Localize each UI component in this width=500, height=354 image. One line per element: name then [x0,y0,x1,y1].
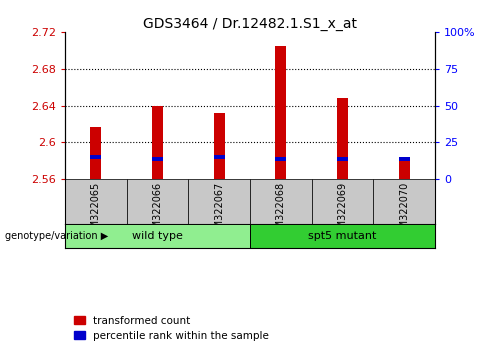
Bar [276,46,286,179]
Text: genotype/variation ▶: genotype/variation ▶ [5,231,108,241]
Bar [214,155,224,159]
Bar [188,179,250,224]
Title: GDS3464 / Dr.12482.1.S1_x_at: GDS3464 / Dr.12482.1.S1_x_at [143,17,357,31]
Legend: transformed count, percentile rank within the sample: transformed count, percentile rank withi… [70,312,273,345]
Bar [152,105,163,179]
Text: GSM322069: GSM322069 [338,182,347,241]
Bar [276,157,286,160]
Bar [214,113,224,179]
Bar [398,158,409,179]
Bar [65,179,126,224]
Text: GSM322065: GSM322065 [91,182,101,241]
Bar [152,157,163,160]
Bar [374,179,435,224]
Bar [250,179,312,224]
Bar [312,179,374,224]
Bar [337,157,348,160]
Text: GSM322070: GSM322070 [399,182,409,241]
Bar [90,155,102,159]
Bar [65,224,250,248]
Text: wild type: wild type [132,231,183,241]
Bar [337,98,348,179]
Bar [126,179,188,224]
Bar [398,157,409,160]
Bar [90,127,102,179]
Bar [250,224,435,248]
Text: GSM322066: GSM322066 [152,182,162,241]
Text: GSM322068: GSM322068 [276,182,286,241]
Text: GSM322067: GSM322067 [214,182,224,241]
Text: spt5 mutant: spt5 mutant [308,231,376,241]
